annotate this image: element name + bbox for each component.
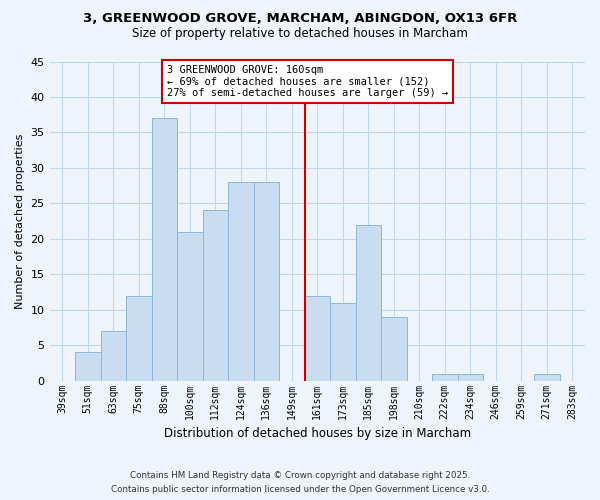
Bar [126,296,152,380]
Text: Contains HM Land Registry data © Crown copyright and database right 2025.
Contai: Contains HM Land Registry data © Crown c… [110,472,490,494]
Bar [534,374,560,380]
Bar [101,331,126,380]
Bar [356,224,381,380]
Bar [305,296,330,380]
Bar [152,118,177,380]
X-axis label: Distribution of detached houses by size in Marcham: Distribution of detached houses by size … [164,427,471,440]
Y-axis label: Number of detached properties: Number of detached properties [15,134,25,309]
Bar [330,302,356,380]
Bar [381,317,407,380]
Bar [75,352,101,380]
Bar [432,374,458,380]
Bar [458,374,483,380]
Bar [203,210,228,380]
Bar [254,182,279,380]
Text: 3 GREENWOOD GROVE: 160sqm
← 69% of detached houses are smaller (152)
27% of semi: 3 GREENWOOD GROVE: 160sqm ← 69% of detac… [167,65,448,98]
Text: 3, GREENWOOD GROVE, MARCHAM, ABINGDON, OX13 6FR: 3, GREENWOOD GROVE, MARCHAM, ABINGDON, O… [83,12,517,26]
Text: Size of property relative to detached houses in Marcham: Size of property relative to detached ho… [132,28,468,40]
Bar [228,182,254,380]
Bar [177,232,203,380]
